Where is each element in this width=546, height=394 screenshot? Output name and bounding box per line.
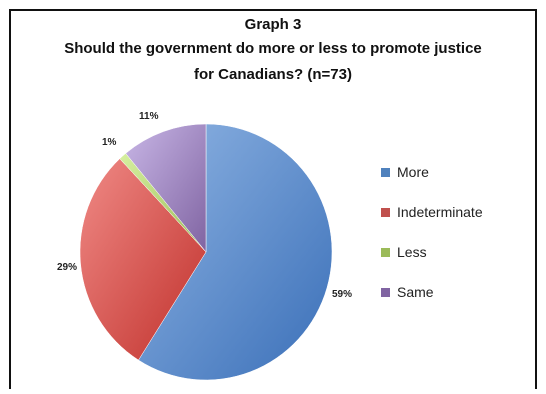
legend-swatch-more	[381, 167, 390, 177]
chart-subtitle-line1: Should the government do more or less to…	[64, 40, 482, 57]
legend-label-indeterminate: Indeterminate	[397, 204, 483, 220]
chart-title: Graph 3	[244, 16, 302, 33]
legend-label-less: Less	[397, 244, 427, 260]
data-label-less: 1%	[102, 137, 117, 148]
pie-slice-same	[125, 123, 207, 253]
legend-swatch-same	[381, 287, 390, 297]
chart-subtitle-line2: for Canadians? (n=73)	[194, 66, 352, 83]
data-label-indeterminate: 29%	[57, 262, 78, 273]
legend-label-same: Same	[397, 284, 434, 300]
pie-slice-indeterminate	[79, 158, 207, 361]
data-label-same: 11%	[139, 111, 159, 122]
legend-label-more: More	[397, 164, 429, 180]
pie-slice-more	[138, 123, 333, 381]
legend: More Indeterminate Less Same	[381, 162, 483, 322]
legend-swatch-less	[381, 247, 390, 257]
data-label-more: 59%	[332, 289, 353, 300]
chart-frame	[9, 9, 537, 389]
legend-item-same: Same	[381, 282, 483, 302]
legend-swatch-indeterminate	[381, 207, 390, 217]
legend-item-less: Less	[381, 242, 483, 262]
legend-item-indeterminate: Indeterminate	[381, 202, 483, 222]
legend-item-more: More	[381, 162, 483, 182]
